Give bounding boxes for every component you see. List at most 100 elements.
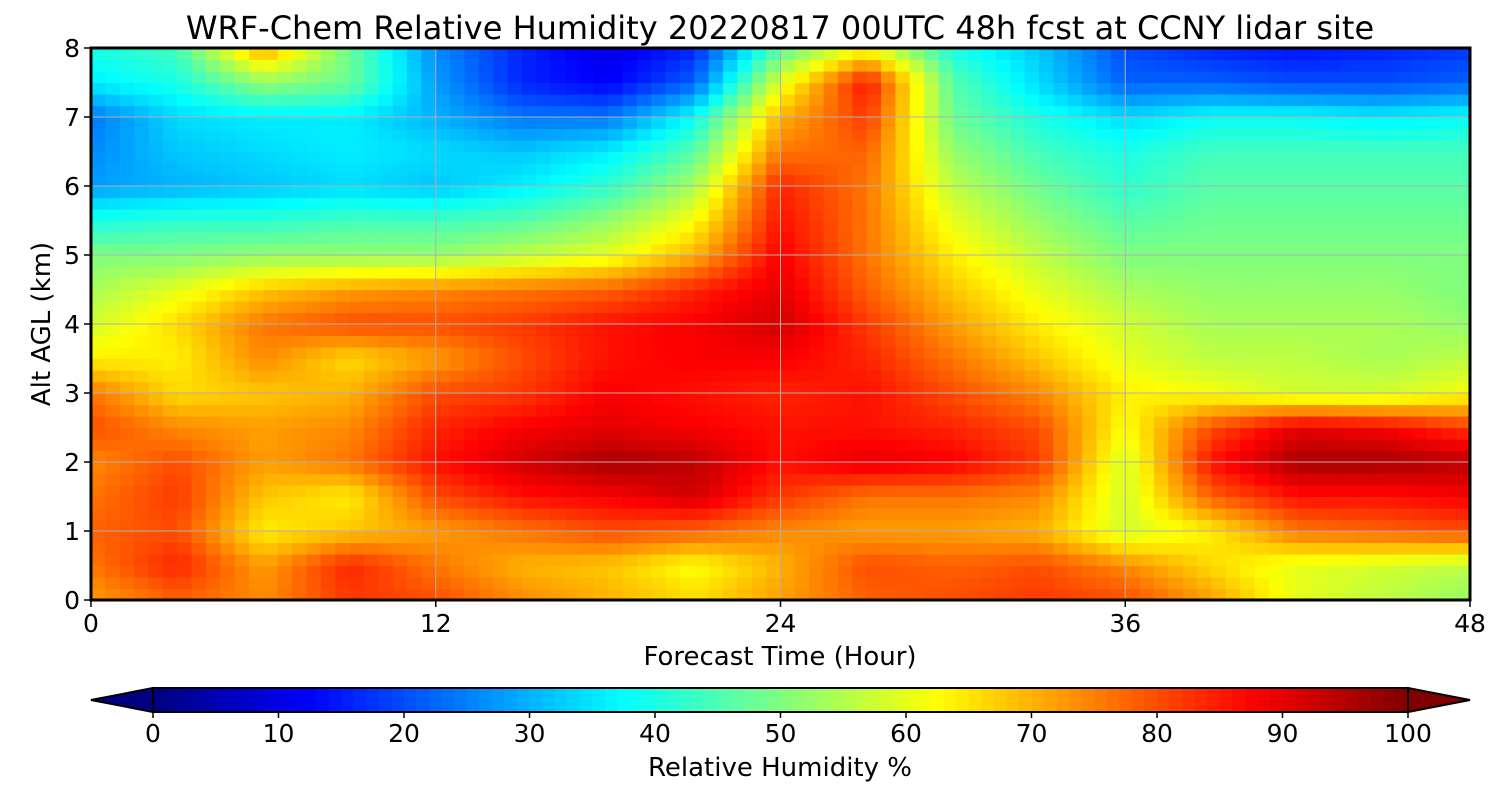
heatmap-cell <box>349 508 365 521</box>
heatmap-cell <box>1053 531 1069 544</box>
heatmap-cell <box>363 71 379 84</box>
heatmap-cell <box>579 278 595 291</box>
heatmap-cell <box>1326 220 1342 233</box>
heatmap-cell <box>1398 301 1414 314</box>
heatmap-cell <box>277 347 293 360</box>
heatmap-cell <box>1053 393 1069 406</box>
heatmap-cell <box>952 554 968 567</box>
heatmap-cell <box>881 163 897 176</box>
heatmap-cell <box>1182 71 1198 84</box>
heatmap-cell <box>1268 485 1284 498</box>
heatmap-cell <box>967 462 983 475</box>
heatmap-cell <box>263 186 279 199</box>
heatmap-cell <box>119 105 135 118</box>
heatmap-cell <box>881 324 897 337</box>
heatmap-cell <box>1168 381 1184 394</box>
heatmap-cell <box>1024 243 1040 256</box>
heatmap-cell <box>866 450 882 463</box>
heatmap-cell <box>924 94 940 107</box>
heatmap-cell <box>895 94 911 107</box>
heatmap-cell <box>1268 163 1284 176</box>
heatmap-cell <box>1053 588 1069 601</box>
heatmap-cell <box>1039 508 1055 521</box>
heatmap-cell <box>249 347 264 360</box>
heatmap-cell <box>780 117 796 130</box>
heatmap-cell <box>1355 82 1371 95</box>
heatmap-cell <box>723 577 738 590</box>
heatmap-cell <box>507 209 523 222</box>
heatmap-cell <box>134 404 150 417</box>
heatmap-cell <box>1197 59 1213 72</box>
heatmap-cell <box>134 324 150 337</box>
heatmap-cell <box>148 71 164 84</box>
heatmap-cell <box>823 186 839 199</box>
heatmap-cell <box>435 542 451 555</box>
heatmap-cell <box>450 542 466 555</box>
heatmap-cell <box>1182 186 1198 199</box>
heatmap-cell <box>636 105 652 118</box>
heatmap-cell <box>766 485 782 498</box>
heatmap-cell <box>1383 140 1399 153</box>
heatmap-cell <box>493 450 509 463</box>
heatmap-cell <box>794 71 810 84</box>
heatmap-cell <box>866 209 882 222</box>
heatmap-cell <box>1369 71 1385 84</box>
heatmap-cell <box>1283 335 1299 348</box>
heatmap-cell <box>1455 278 1471 291</box>
heatmap-cell <box>1168 450 1184 463</box>
heatmap-cell <box>205 565 221 578</box>
heatmap-cell <box>306 312 322 325</box>
heatmap-cell <box>1168 255 1184 268</box>
heatmap-cell <box>507 531 523 544</box>
heatmap-cell <box>1268 496 1284 509</box>
heatmap-cell <box>751 496 767 509</box>
colorbar-cell <box>203 688 217 712</box>
heatmap-cell <box>320 542 336 555</box>
heatmap-cell <box>550 531 566 544</box>
heatmap-cell <box>493 105 509 118</box>
heatmap-cell <box>1197 577 1213 590</box>
heatmap-cell <box>651 163 667 176</box>
heatmap-cell <box>1110 174 1126 187</box>
heatmap-cell <box>967 554 983 567</box>
heatmap-cell <box>407 416 422 429</box>
heatmap-cell <box>1441 140 1457 153</box>
heatmap-cell <box>1197 278 1213 291</box>
heatmap-cell <box>1211 427 1227 440</box>
heatmap-cell <box>407 577 422 590</box>
heatmap-cell <box>1110 565 1126 578</box>
colorbar-cell <box>366 688 380 712</box>
heatmap-cell <box>234 462 250 475</box>
heatmap-cell <box>205 186 221 199</box>
heatmap-cell <box>450 105 466 118</box>
heatmap-cell <box>249 71 264 84</box>
heatmap-cell <box>866 427 882 440</box>
heatmap-cell <box>895 197 911 210</box>
heatmap-cell <box>1211 59 1227 72</box>
heatmap-cell <box>148 197 164 210</box>
heatmap-cell <box>292 220 308 233</box>
heatmap-cell <box>1067 140 1083 153</box>
heatmap-cell <box>493 278 509 291</box>
heatmap-cell <box>349 186 365 199</box>
heatmap-cell <box>694 301 710 314</box>
heatmap-cell <box>478 59 494 72</box>
heatmap-cell <box>263 48 279 61</box>
heatmap-cell <box>292 393 308 406</box>
heatmap-cell <box>823 140 839 153</box>
heatmap-cell <box>952 232 968 245</box>
heatmap-cell <box>622 404 638 417</box>
heatmap-cell <box>1369 404 1385 417</box>
heatmap-cell <box>866 301 882 314</box>
heatmap-cell <box>608 278 624 291</box>
heatmap-cell <box>234 232 250 245</box>
heatmap-cell <box>593 554 609 567</box>
heatmap-cell <box>1268 370 1284 383</box>
heatmap-cell <box>363 117 379 130</box>
heatmap-cell <box>679 278 695 291</box>
heatmap-cell <box>723 588 738 601</box>
heatmap-cell <box>263 255 279 268</box>
heatmap-cell <box>866 197 882 210</box>
heatmap-cell <box>306 266 322 279</box>
